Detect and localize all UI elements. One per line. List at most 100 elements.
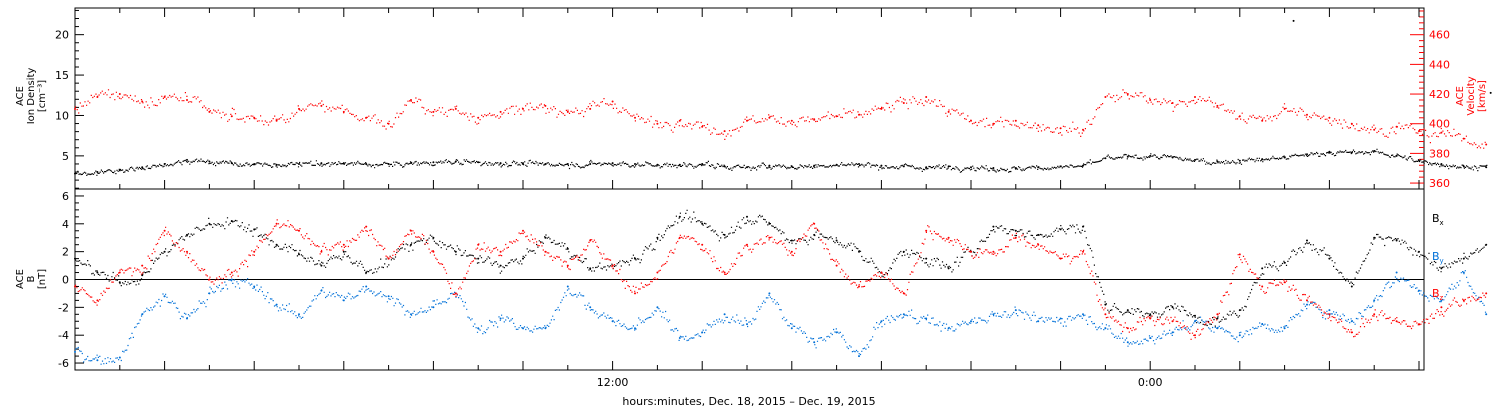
density-point [387, 163, 390, 165]
density-point [746, 166, 748, 169]
density-point [678, 163, 681, 166]
velocity-point [835, 115, 838, 118]
velocity-point [589, 107, 592, 110]
by-point [1059, 317, 1062, 320]
bx-point [1059, 228, 1062, 231]
bx-point [678, 215, 681, 218]
density-axis-label: ACE Ion Density [cm⁻³] [15, 68, 48, 125]
velocity-point [902, 102, 905, 104]
velocity-point [1440, 131, 1443, 134]
bx-point [1037, 233, 1040, 236]
bz-point [1328, 313, 1331, 316]
velocity-point [813, 118, 816, 121]
by-legend-base: B [1432, 250, 1440, 263]
density-point [96, 171, 99, 173]
bz-point [611, 264, 614, 267]
by-point [678, 337, 681, 339]
magnetic-field-axes [74, 188, 1424, 371]
bz-point [1306, 299, 1308, 302]
bz-point [253, 250, 256, 253]
bz-point [141, 264, 144, 267]
bz-point [1462, 299, 1465, 302]
velocity-point [656, 122, 659, 125]
by-point [947, 327, 950, 330]
density-trace [75, 148, 1488, 176]
velocity-point [230, 115, 233, 118]
density-axis-label-line: Ion Density [26, 68, 37, 125]
by-point [925, 317, 928, 320]
density-point [1440, 163, 1443, 165]
bx-point [1418, 250, 1420, 253]
bz-point [1194, 334, 1196, 337]
velocity-point [522, 107, 524, 110]
velocity-point [1104, 96, 1107, 98]
by-point [768, 292, 771, 295]
b-axis-label-line: B [26, 275, 37, 282]
bx-point [701, 222, 704, 225]
velocity-point [1126, 93, 1129, 95]
velocity-point [1328, 116, 1331, 119]
bz-point [454, 292, 457, 295]
velocity-point [858, 113, 860, 116]
bz-point [1037, 243, 1040, 246]
velocity-point [1395, 125, 1398, 128]
velocity-point [746, 119, 748, 122]
velocity-point [141, 100, 144, 103]
density-point [499, 162, 502, 165]
bx-point [768, 222, 771, 225]
bx-point [1373, 236, 1376, 239]
bz-point [1126, 327, 1129, 330]
bz-point [208, 278, 211, 281]
bx-point [320, 264, 323, 267]
by-point [723, 313, 726, 316]
velocity-point [1283, 107, 1286, 110]
velocity-point [1238, 115, 1241, 118]
density-point [1373, 150, 1376, 152]
density-axis-label-line: ACE [15, 86, 26, 106]
density-point [544, 163, 547, 165]
velocity-point [320, 104, 323, 107]
density-point [790, 165, 793, 168]
bx-point [74, 257, 76, 260]
bx-point [1350, 285, 1353, 288]
bz-legend: Bz [1432, 287, 1444, 302]
density-point [902, 165, 905, 168]
bz-point [163, 229, 166, 232]
bz-point [1171, 320, 1174, 323]
by-point [880, 320, 883, 323]
bx-point [790, 239, 793, 242]
by-point [1462, 271, 1465, 274]
b-tick-label: 6 [62, 190, 69, 203]
bz-point [970, 250, 972, 253]
velocity-trace [75, 89, 1486, 149]
by-point [566, 285, 569, 288]
by-point [1014, 309, 1017, 312]
density-point [320, 162, 323, 165]
by-point [1328, 309, 1331, 312]
bz-point [1418, 323, 1420, 326]
bz-point [634, 292, 636, 295]
bx-point [1082, 225, 1084, 228]
x-tick-label: 12:00 [597, 376, 629, 389]
velocity-point [992, 122, 995, 125]
density-point [992, 167, 995, 169]
bx-point [1306, 239, 1308, 242]
bx-point [410, 243, 412, 246]
density-point [1037, 166, 1040, 169]
bz-point [544, 250, 547, 253]
velocity-tick-label: 440 [1429, 58, 1450, 71]
density-point [611, 162, 614, 165]
density-point [1238, 159, 1241, 162]
velocity-point [701, 125, 704, 128]
bz-point [947, 236, 950, 239]
density-point [365, 163, 368, 165]
density-point [1485, 166, 1488, 169]
bz-point [701, 243, 704, 246]
velocity-point [925, 96, 928, 98]
bx-point [96, 271, 99, 274]
velocity-point [611, 100, 614, 103]
by-point [1238, 334, 1241, 337]
velocity-point [1194, 96, 1196, 98]
by-point [74, 350, 76, 353]
